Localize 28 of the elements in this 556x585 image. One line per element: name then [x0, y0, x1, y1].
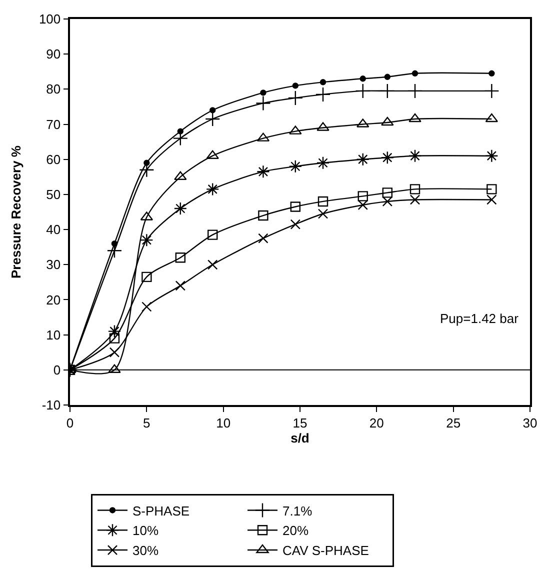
y-tick-label: -10 [42, 398, 61, 413]
y-tick-label: 70 [46, 116, 61, 132]
y-tick-label: 80 [46, 82, 61, 97]
x-axis-title: s/d [290, 430, 310, 446]
x-tick-label: 20 [369, 415, 384, 430]
annotation: Pup=1.42 bar [440, 311, 520, 326]
y-tick-label: 50 [46, 187, 61, 202]
y-tick-label: 60 [46, 152, 61, 167]
x-tick-label: 25 [446, 415, 461, 430]
y-tick-label: 30 [46, 257, 61, 272]
legend-label: 20% [282, 523, 309, 538]
legend-label: 7.1% [282, 503, 313, 518]
x-tick-label: 10 [216, 415, 231, 430]
legend-label: 30% [132, 543, 159, 558]
y-tick-label: 40 [46, 222, 61, 238]
x-tick-label: 30 [522, 415, 538, 430]
x-tick-label: 15 [292, 415, 308, 430]
legend-label: S-PHASE [132, 503, 190, 518]
legend-label: 10% [132, 523, 159, 538]
legend-label: CAV S-PHASE [282, 543, 370, 558]
y-tick-label: 100 [38, 12, 61, 27]
x-tick-label: 0 [66, 415, 74, 430]
y-tick-label: 90 [46, 46, 61, 62]
y-tick-label: 20 [46, 292, 61, 308]
x-tick-label: 5 [143, 415, 150, 430]
y-axis-title: Pressure Recovery % [8, 145, 24, 278]
y-tick-label: 10 [46, 327, 61, 342]
y-tick-label: 0 [53, 362, 61, 378]
